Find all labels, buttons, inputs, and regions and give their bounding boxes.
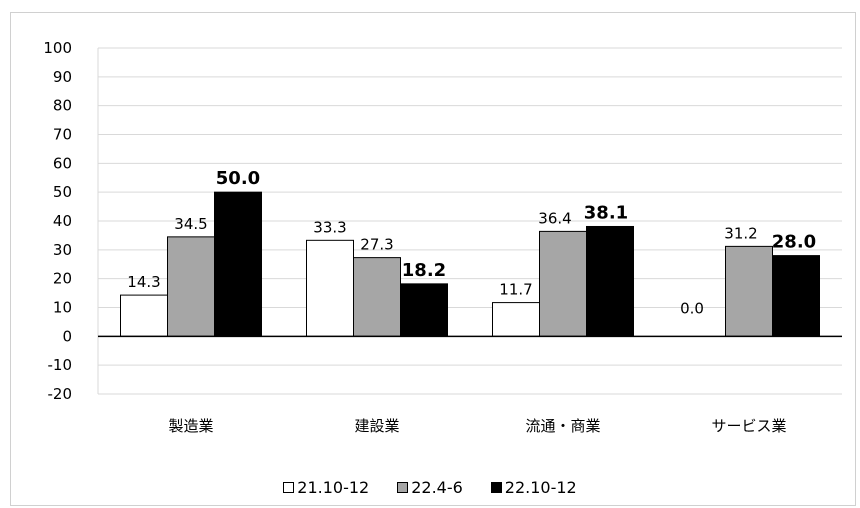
y-tick-label: -20	[48, 385, 73, 403]
legend-label: 21.10-12	[297, 478, 370, 497]
y-tick-label: -10	[48, 356, 73, 374]
x-tick-label: 建設業	[354, 417, 399, 435]
bar-0	[120, 294, 168, 337]
data-label: 36.4	[538, 209, 571, 227]
y-tick-label: 90	[53, 68, 72, 86]
data-label: 34.5	[174, 215, 207, 233]
y-tick-label: 20	[53, 270, 72, 288]
bar-1	[539, 230, 587, 337]
y-tick-label: 100	[43, 39, 72, 57]
data-label: 27.3	[360, 236, 393, 254]
bar-chart: 1009080706050403020100-10-2014.334.550.0…	[43, 39, 842, 435]
data-label: 33.3	[313, 218, 346, 236]
x-tick-label: サービス業	[711, 417, 786, 435]
y-tick-label: 10	[53, 299, 72, 317]
legend: 21.10-12 22.4-6 22.10-12	[0, 478, 860, 497]
data-label: 50.0	[216, 168, 260, 189]
y-tick-label: 30	[53, 241, 72, 259]
bar-0	[492, 302, 540, 337]
bar-1	[353, 257, 401, 337]
legend-item: 22.4-6	[397, 478, 463, 497]
legend-item: 21.10-12	[283, 478, 369, 497]
legend-label: 22.4-6	[411, 478, 463, 497]
data-label: 18.2	[402, 260, 446, 281]
legend-item: 22.10-12	[490, 478, 577, 497]
data-label: 14.3	[127, 273, 160, 291]
y-tick-label: 60	[53, 154, 72, 172]
chart-frame	[10, 12, 856, 506]
y-tick-label: 70	[53, 126, 72, 144]
bar-2	[214, 191, 262, 337]
legend-swatch	[490, 482, 502, 493]
y-tick-label: 50	[53, 183, 72, 201]
y-tick-label: 80	[53, 97, 72, 115]
legend-swatch	[283, 482, 295, 493]
data-label: 38.1	[584, 202, 628, 223]
data-label: 0.0	[680, 299, 704, 317]
legend-swatch	[397, 482, 409, 493]
legend-label: 22.10-12	[504, 478, 577, 497]
bar-2	[772, 255, 820, 337]
bar-1	[167, 236, 215, 337]
data-label: 28.0	[772, 232, 816, 253]
bar-2	[586, 225, 634, 337]
bar-1	[725, 245, 773, 337]
y-tick-label: 40	[53, 212, 72, 230]
bar-2	[400, 283, 448, 337]
data-label: 31.2	[724, 224, 757, 242]
data-label: 11.7	[499, 281, 532, 299]
y-tick-label: 0	[62, 327, 72, 345]
x-tick-label: 流通・商業	[525, 417, 600, 435]
bar-0	[306, 239, 354, 337]
x-tick-label: 製造業	[168, 417, 213, 435]
